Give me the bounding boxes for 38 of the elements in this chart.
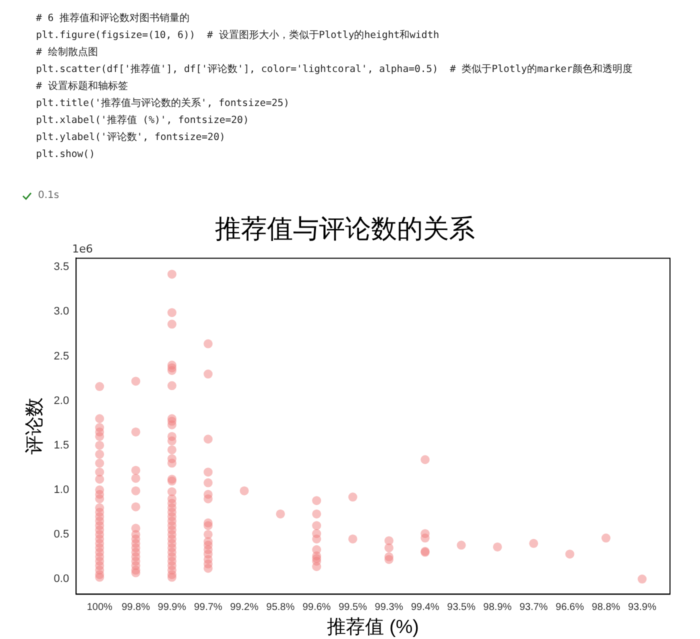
x-tick-label: 99.7% [194, 602, 222, 613]
y-tick-label: 1.5 [54, 439, 70, 452]
x-tick-label: 96.6% [556, 602, 584, 613]
x-tick-label: 99.6% [302, 602, 331, 613]
text: plt.show() [36, 148, 96, 162]
y-tick-label: 0.5 [54, 528, 70, 541]
x-tick-label: 99.9% [158, 602, 186, 613]
text: plt.xlabel('推荐值 (%)', fontsize=20) [36, 114, 250, 128]
y-tick-label: 2.5 [54, 350, 70, 362]
text: plt.title('推荐值与评论数的关系', fontsize=25) [36, 96, 290, 111]
y-tick-label: 0.0 [54, 573, 70, 586]
text: plt.figure(figsize=(10, 6)) # 设置图形大小，类似于Plotly的height和width [36, 28, 440, 43]
y-tick-label: 1.0 [54, 484, 70, 496]
text: 0.1s [38, 190, 60, 201]
x-tick-label: 100% [86, 602, 112, 613]
x-tick-label: 99.4% [410, 602, 440, 613]
text: plt.scatter(df['推荐值'], df['评论数'], color='lightcoral', alpha=0.5) # 类似于Plotly的marker颜色和透明度 [36, 62, 632, 77]
y-tick-label: 3.5 [54, 261, 70, 274]
text: 1e6 [72, 242, 93, 256]
y-tick-label: 3.0 [54, 306, 70, 318]
text: # 绘制散点图 [36, 46, 99, 60]
x-tick-label: 99.3% [374, 602, 404, 613]
x-tick-label: 99.8% [122, 602, 150, 613]
x-axis-title: 推荐值 (%) [327, 616, 419, 638]
x-tick-label: 99.2% [230, 602, 259, 613]
x-tick-label: 95.8% [266, 602, 295, 613]
chart-title: 推荐值与评论数的关系 [215, 214, 475, 244]
x-tick-label: 98.8% [592, 602, 620, 613]
x-tick-label: 98.9% [483, 602, 512, 613]
text: plt.ylabel('评论数', fontsize=20) [36, 131, 226, 145]
x-tick-label: 93.9% [628, 602, 656, 613]
x-tick-label: 99.5% [338, 602, 368, 613]
x-tick-label: 93.5% [447, 602, 476, 613]
x-tick-label: 93.7% [519, 602, 548, 613]
y-axis-title: 评论数 [24, 398, 46, 455]
text: # 6 推荐值和评论数对图书销量的 [36, 12, 191, 26]
y-tick-label: 2.0 [54, 394, 70, 407]
text: # 设置标题和轴标签 [36, 80, 129, 94]
